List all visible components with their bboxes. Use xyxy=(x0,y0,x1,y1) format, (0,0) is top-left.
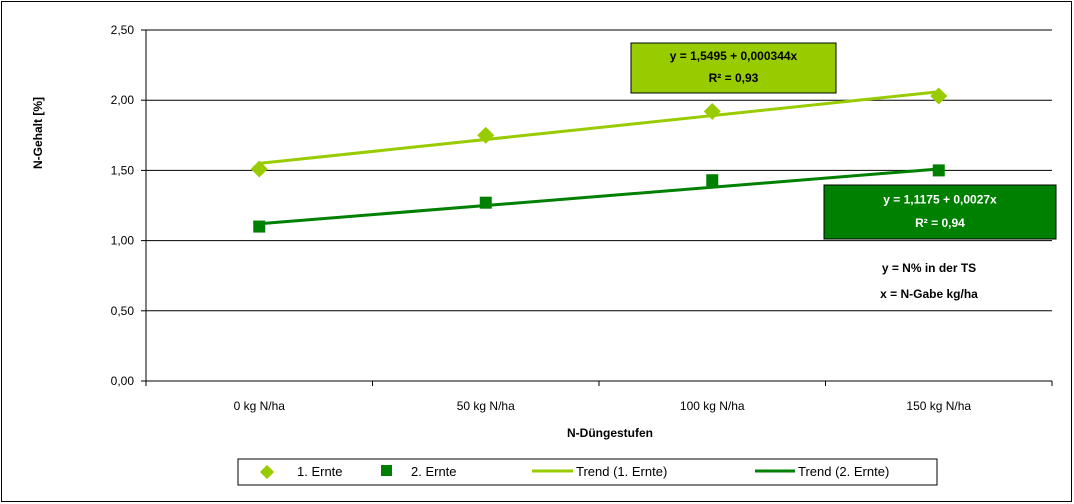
equation-box-1 xyxy=(630,42,837,94)
legend-square-icon xyxy=(381,465,392,476)
y-tick-label: 1,00 xyxy=(111,234,135,248)
series-2-point xyxy=(932,164,945,177)
legend-label-trend-2: Trend (2. Ernte) xyxy=(798,464,889,479)
trendlines xyxy=(259,90,939,226)
trendline-2 xyxy=(259,167,939,226)
legend-box xyxy=(237,458,938,486)
data-points xyxy=(250,87,948,233)
legend-label-trend-1: Trend (1. Ernte) xyxy=(576,464,667,479)
x-tick-label: 150 kg N/ha xyxy=(906,399,971,413)
legend-diamond-icon xyxy=(259,464,275,480)
equation-boxes: y = 1,5495 + 0,000344x R² = 0,93 y = 1,117… xyxy=(630,42,1057,240)
x-tick-label: 0 kg N/ha xyxy=(234,399,286,413)
x-tick-label: 100 kg N/ha xyxy=(680,399,745,413)
x-axis-label: N-Düngestufen xyxy=(567,426,653,440)
series-1-point xyxy=(250,160,268,178)
trendline-1 xyxy=(259,90,939,165)
gridlines xyxy=(146,29,1052,312)
series-2-point xyxy=(253,220,266,233)
legend: 1. Ernte 2. Ernte Trend (1. Ernte) Trend… xyxy=(237,458,938,486)
x-tick-label: 50 kg N/ha xyxy=(457,399,515,413)
y-tick-label: 2,50 xyxy=(111,23,135,37)
legend-label-series-1: 1. Ernte xyxy=(297,464,343,479)
axes xyxy=(141,29,1053,386)
y-axis-label: N-Gehalt [%] xyxy=(31,97,45,169)
legend-label-series-2: 2. Ernte xyxy=(411,464,457,479)
tick-labels: 0,00 0,50 1,00 1,50 2,00 2,50 0 kg N/ha 50 kg N… xyxy=(111,23,972,413)
y-tick-label: 0,50 xyxy=(111,304,135,318)
r2-text-2: R² = 0,94 xyxy=(915,216,965,230)
equation-text-2: y = 1,1175 + 0,0027x xyxy=(883,192,997,206)
series-1-point xyxy=(477,126,495,144)
series-2-point xyxy=(706,174,719,187)
annotation-y-definition: y = N% in der TS xyxy=(882,261,976,275)
series-2-point xyxy=(479,196,492,209)
annotation-x-definition: x = N-Gabe kg/ha xyxy=(880,287,978,301)
y-tick-label: 1,50 xyxy=(111,163,135,177)
y-tick-label: 2,00 xyxy=(111,93,135,107)
series-1-point xyxy=(930,87,948,105)
equation-text-1: y = 1,5495 + 0,000344x xyxy=(670,49,798,63)
equation-box-2 xyxy=(823,184,1057,240)
series-1-point xyxy=(703,102,721,120)
r2-text-1: R² = 0,93 xyxy=(709,71,759,85)
y-tick-label: 0,00 xyxy=(111,374,135,388)
